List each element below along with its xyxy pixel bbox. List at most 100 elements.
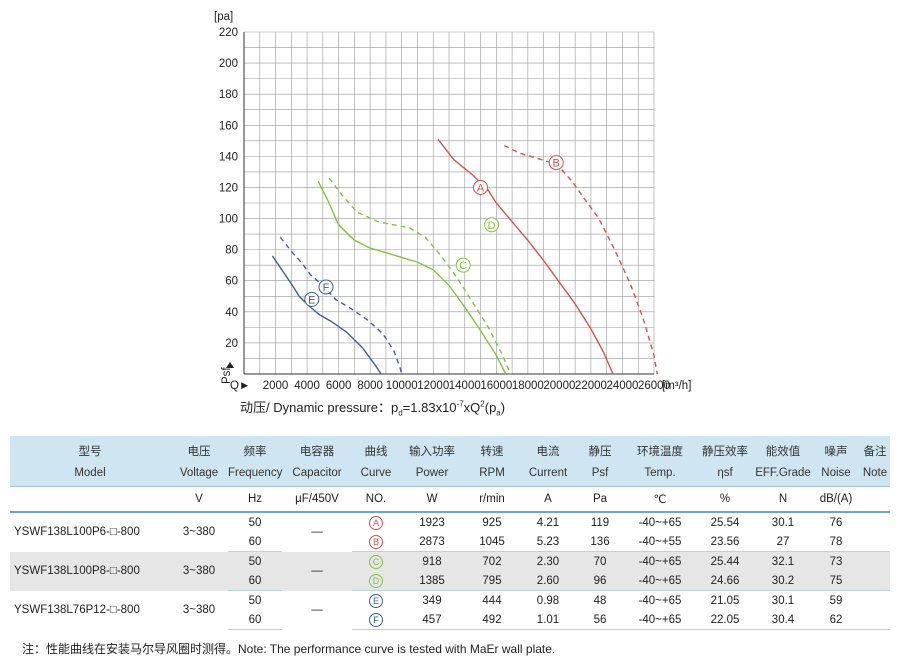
efficiency-cell: 22.05 (696, 610, 754, 630)
frequency-cell: 60 (228, 571, 282, 591)
model-group: YSWF138L100P8-□-800 3~380 50— C 918 702 2.30 70… (10, 551, 890, 591)
y-tick-label: 60 (225, 276, 238, 288)
rpm-cell: 492 (464, 610, 520, 630)
noise-cell: 76 (829, 516, 843, 529)
x-tick-label: 6000 (326, 380, 352, 392)
temp-cell: -40~+65 (638, 516, 682, 529)
frequency-cell: 60 (228, 610, 282, 630)
header-row-en: Model Voltage Frequency Capacitor Curve Power… (10, 462, 890, 487)
model-cell: YSWF138L76P12-□-800 (14, 604, 140, 616)
header-en: Voltage (170, 462, 228, 487)
temp-cell: -40~+65 (624, 571, 696, 591)
x-tick-label: 24000 (606, 380, 638, 392)
header-cn: 电压 (170, 436, 228, 462)
power-cell: 1923 (419, 516, 445, 529)
x-tick-label: 26000 (638, 380, 670, 392)
power-cell: 2873 (400, 532, 464, 552)
y-tick-label: 180 (219, 89, 238, 101)
table-row: YSWF138L100P8-□-800 3~380 50— C 918 702 2.30 70… (10, 551, 890, 591)
curve-cell: B (352, 532, 400, 552)
series-marker-f (318, 279, 334, 295)
header-cn: 环境温度 (624, 436, 696, 462)
eff-grade-cell: 30.1 (771, 594, 795, 607)
series-marker-d (484, 217, 500, 233)
temp-cell: -40~+65 (638, 594, 682, 607)
note-cell (860, 551, 890, 571)
header-cn: 曲线 (352, 436, 400, 462)
rpm-cell: 795 (464, 571, 520, 591)
performance-chart: 20 40 60 80 100 120 140 160 180 200 220 [pa] Psf Q► 20… (214, 11, 691, 392)
series-line-c (317, 180, 507, 375)
series-label-a: A (477, 182, 485, 194)
noise-cell: 75 (812, 571, 860, 591)
current-cell: 2.30 (520, 551, 576, 571)
x-axis-prefix: Q► (230, 380, 250, 392)
curve-badge: A (369, 515, 383, 530)
curve-badge: B (369, 534, 383, 549)
model-group: YSWF138L76P12-□-800 3~380 50 — E 349 444 0.98 48… (10, 591, 890, 630)
table-row: YSWF138L76P12-□-800 3~380 50 — E 349 444 0.98 48… (10, 591, 890, 616)
efficiency-cell: 23.56 (696, 532, 754, 552)
header-cn: 静压效率 (696, 436, 754, 462)
table-row: 60 B 2873 1045 5.23 136 -40~+55 23.56 27 78 (10, 532, 890, 552)
temp-cell: -40~+55 (624, 532, 696, 552)
eff-grade-cell: 30.1 (771, 516, 795, 529)
rpm-cell: 702 (464, 551, 520, 571)
psf-cell: 136 (576, 532, 624, 552)
header-unit: ℃ (624, 486, 696, 513)
curve-cell: A (352, 512, 400, 532)
header-unit: r/min (464, 486, 520, 513)
psf-cell: 119 (590, 516, 610, 529)
noise-cell: 73 (812, 551, 860, 571)
series-marker-e (304, 291, 320, 307)
x-tick-label: 2000 (263, 380, 289, 392)
psf-cell: 56 (576, 610, 624, 630)
x-tick-label: 20000 (543, 380, 575, 392)
header-cn: 电流 (520, 436, 576, 462)
series-label-d: D (488, 220, 496, 232)
header-unit: NO. (352, 486, 400, 513)
header-cn: 备注 (860, 436, 890, 462)
header-unit: dB/(A) (812, 486, 860, 513)
curve-cell: D (352, 571, 400, 591)
note-cell (860, 532, 890, 552)
series-line-f (279, 236, 403, 375)
noise-cell: 62 (812, 610, 860, 630)
x-tick-label: 8000 (357, 380, 383, 392)
dynamic-pressure-label: 动压/ Dynamic pressure： (240, 400, 391, 415)
noise-cell: 78 (812, 532, 860, 552)
power-cell: 349 (422, 594, 442, 607)
header-cn: 噪声 (812, 436, 860, 462)
note-cell (860, 591, 890, 611)
header-en: Frequency (228, 462, 282, 487)
frequency-cell: 50 (228, 551, 282, 571)
series-line-a (437, 138, 614, 375)
note-cell (860, 512, 890, 532)
model-cell: YSWF138L100P8-□-800 (10, 551, 170, 591)
header-en: Model (10, 462, 170, 487)
efficiency-cell: 21.05 (710, 594, 740, 607)
voltage-cell: 3~380 (182, 604, 216, 616)
series-marker-a (473, 179, 489, 195)
series-marker-c (455, 257, 471, 273)
series-marker-b (548, 155, 564, 171)
x-tick-label: 4000 (294, 380, 320, 392)
frequency-cell: 50 (248, 516, 262, 529)
header-en: Temp. (624, 462, 696, 487)
table-row: YSWF138L100P6-□-800 3~380 50 — A 1923 925 4.21 1… (10, 512, 890, 538)
y-axis-arrow-icon (226, 362, 234, 368)
efficiency-cell: 24.66 (696, 571, 754, 591)
header-unit: % (696, 486, 754, 513)
header-cn: 型号 (10, 436, 170, 462)
header-cn: 能效值 (754, 436, 812, 462)
y-tick-label: 140 (219, 151, 238, 163)
header-cn: 输入功率 (400, 436, 464, 462)
header-cn: 静压 (576, 436, 624, 462)
current-cell: 4.21 (536, 516, 560, 529)
frequency-cell: 60 (228, 532, 282, 552)
note-cell (860, 610, 890, 630)
x-tick-label: 22000 (575, 380, 607, 392)
y-tick-label: 80 (225, 245, 238, 257)
header-en: Power (400, 462, 464, 487)
table-row: 60 F 457 492 1.01 56 -40~+65 22.05 30.4 62 (10, 610, 890, 630)
